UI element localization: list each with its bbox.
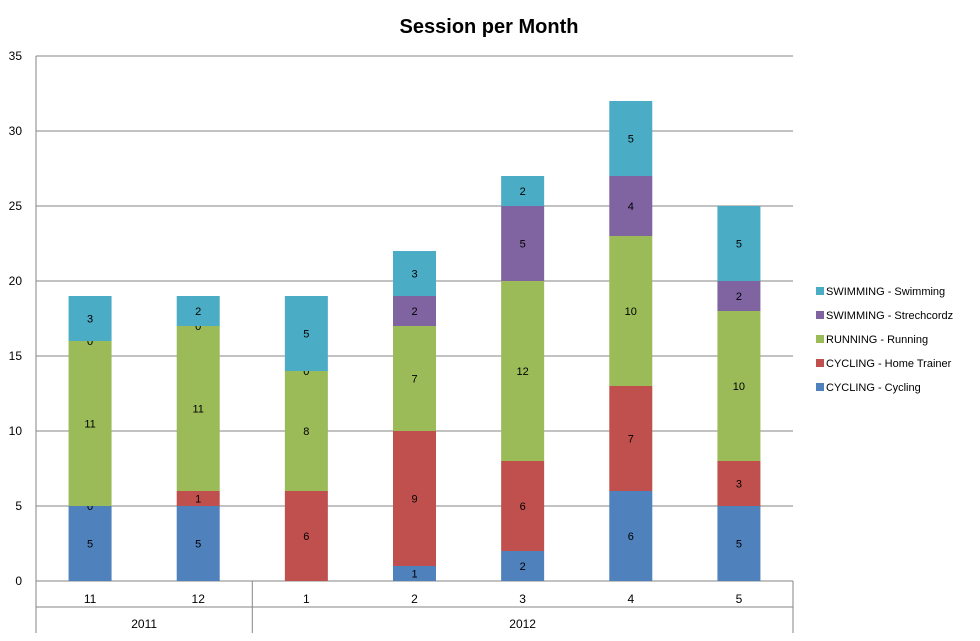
legend-swatch	[816, 383, 824, 391]
x-tick-label: 4	[627, 592, 634, 606]
legend: SWIMMING - Swimming SWIMMING - Strechcord…	[816, 286, 953, 394]
legend-entry: SWIMMING - Strechcordz	[826, 310, 953, 322]
x-tick-label: 5	[736, 592, 743, 606]
x-tick-label: 3	[519, 592, 526, 606]
x-group-label: 2011	[131, 617, 157, 631]
data-label: 10	[625, 306, 637, 318]
x-tick-label: 1	[303, 592, 310, 606]
bar-segment	[176, 491, 220, 506]
data-label: 1	[195, 494, 201, 506]
data-label: 5	[736, 239, 742, 251]
bar-segment	[609, 101, 653, 176]
y-tick-label: 15	[9, 349, 23, 363]
x-group-label: 2012	[509, 617, 536, 631]
y-tick-label: 35	[9, 49, 23, 63]
bar-segment	[501, 176, 545, 206]
x-tick-label: 12	[192, 592, 206, 606]
data-label: 12	[517, 366, 529, 378]
bar-segment	[717, 281, 761, 311]
bar-segment	[393, 326, 436, 431]
bar-segment	[609, 491, 653, 581]
data-label: 6	[628, 531, 634, 543]
data-label: 3	[736, 479, 742, 491]
bar-segment	[609, 236, 653, 386]
bar-segment	[176, 326, 220, 491]
data-label: 9	[411, 494, 417, 506]
bar-segment	[393, 296, 436, 326]
bar-segment	[393, 251, 436, 296]
data-label: 2	[520, 186, 526, 198]
data-label: 2	[520, 561, 526, 573]
data-label: 0	[87, 336, 93, 348]
data-label: 2	[736, 291, 742, 303]
bar-segment	[501, 206, 545, 281]
data-label: 6	[303, 531, 309, 543]
y-tick-label: 10	[9, 424, 23, 438]
data-label: 5	[195, 539, 201, 551]
data-label: 2	[195, 306, 201, 318]
data-label: 11	[84, 419, 95, 431]
data-label: 3	[87, 314, 93, 326]
data-label: 2	[411, 306, 417, 318]
data-label: 3	[411, 269, 417, 281]
bar-segment	[176, 506, 220, 581]
bar-segment	[284, 296, 328, 371]
data-label: 10	[733, 381, 745, 393]
bar-segment	[501, 461, 545, 551]
y-tick-label: 0	[15, 574, 22, 588]
chart-title: Session per Month	[400, 16, 579, 38]
bar-segment	[501, 551, 545, 581]
bar-segment	[717, 311, 761, 461]
bar-segment	[717, 206, 761, 281]
legend-swatch	[816, 359, 824, 367]
bar-segment	[717, 506, 761, 581]
data-label: 5	[520, 239, 526, 251]
legend-entry: RUNNING - Running	[826, 334, 928, 346]
x-tick-label: 11	[84, 592, 97, 606]
legend-swatch	[816, 287, 824, 295]
data-label: 4	[628, 201, 634, 213]
bar-segment	[176, 296, 220, 326]
legend-entry: SWIMMING - Swimming	[826, 286, 945, 298]
bar-segment	[609, 386, 653, 491]
y-tick-label: 30	[9, 124, 23, 138]
bar-segment	[68, 506, 112, 581]
bar-segment	[501, 281, 545, 461]
data-label: 5	[628, 134, 634, 146]
bar-segment	[393, 431, 436, 566]
data-label: 5	[303, 329, 309, 341]
data-label: 5	[87, 539, 93, 551]
plot-area: 0510152025303550110311511102126805119723…	[9, 49, 794, 633]
bar-segment	[393, 566, 436, 581]
bar-segment	[717, 461, 761, 506]
bar-segment	[68, 341, 112, 506]
data-label: 8	[303, 426, 309, 438]
legend-entry: CYCLING - Cycling	[826, 382, 921, 394]
y-tick-label: 20	[9, 274, 23, 288]
data-label: 7	[411, 374, 417, 386]
bar-segment	[609, 176, 653, 236]
legend-swatch	[816, 311, 824, 319]
data-label: 0	[87, 501, 93, 513]
data-label: 6	[520, 501, 526, 513]
data-label: 7	[628, 434, 634, 446]
data-label: 0	[195, 321, 201, 333]
bar-segment	[284, 371, 328, 491]
data-label: 5	[736, 539, 742, 551]
bar-segment	[68, 296, 112, 341]
y-tick-label: 25	[9, 199, 23, 213]
legend-entry: CYCLING - Home Trainer	[826, 358, 952, 370]
y-tick-label: 5	[15, 499, 22, 513]
data-label: 1	[411, 569, 417, 581]
legend-swatch	[816, 335, 824, 343]
data-label: 11	[193, 404, 204, 416]
bar-segment	[284, 491, 328, 581]
data-label: 0	[303, 366, 309, 378]
x-tick-label: 2	[411, 592, 418, 606]
